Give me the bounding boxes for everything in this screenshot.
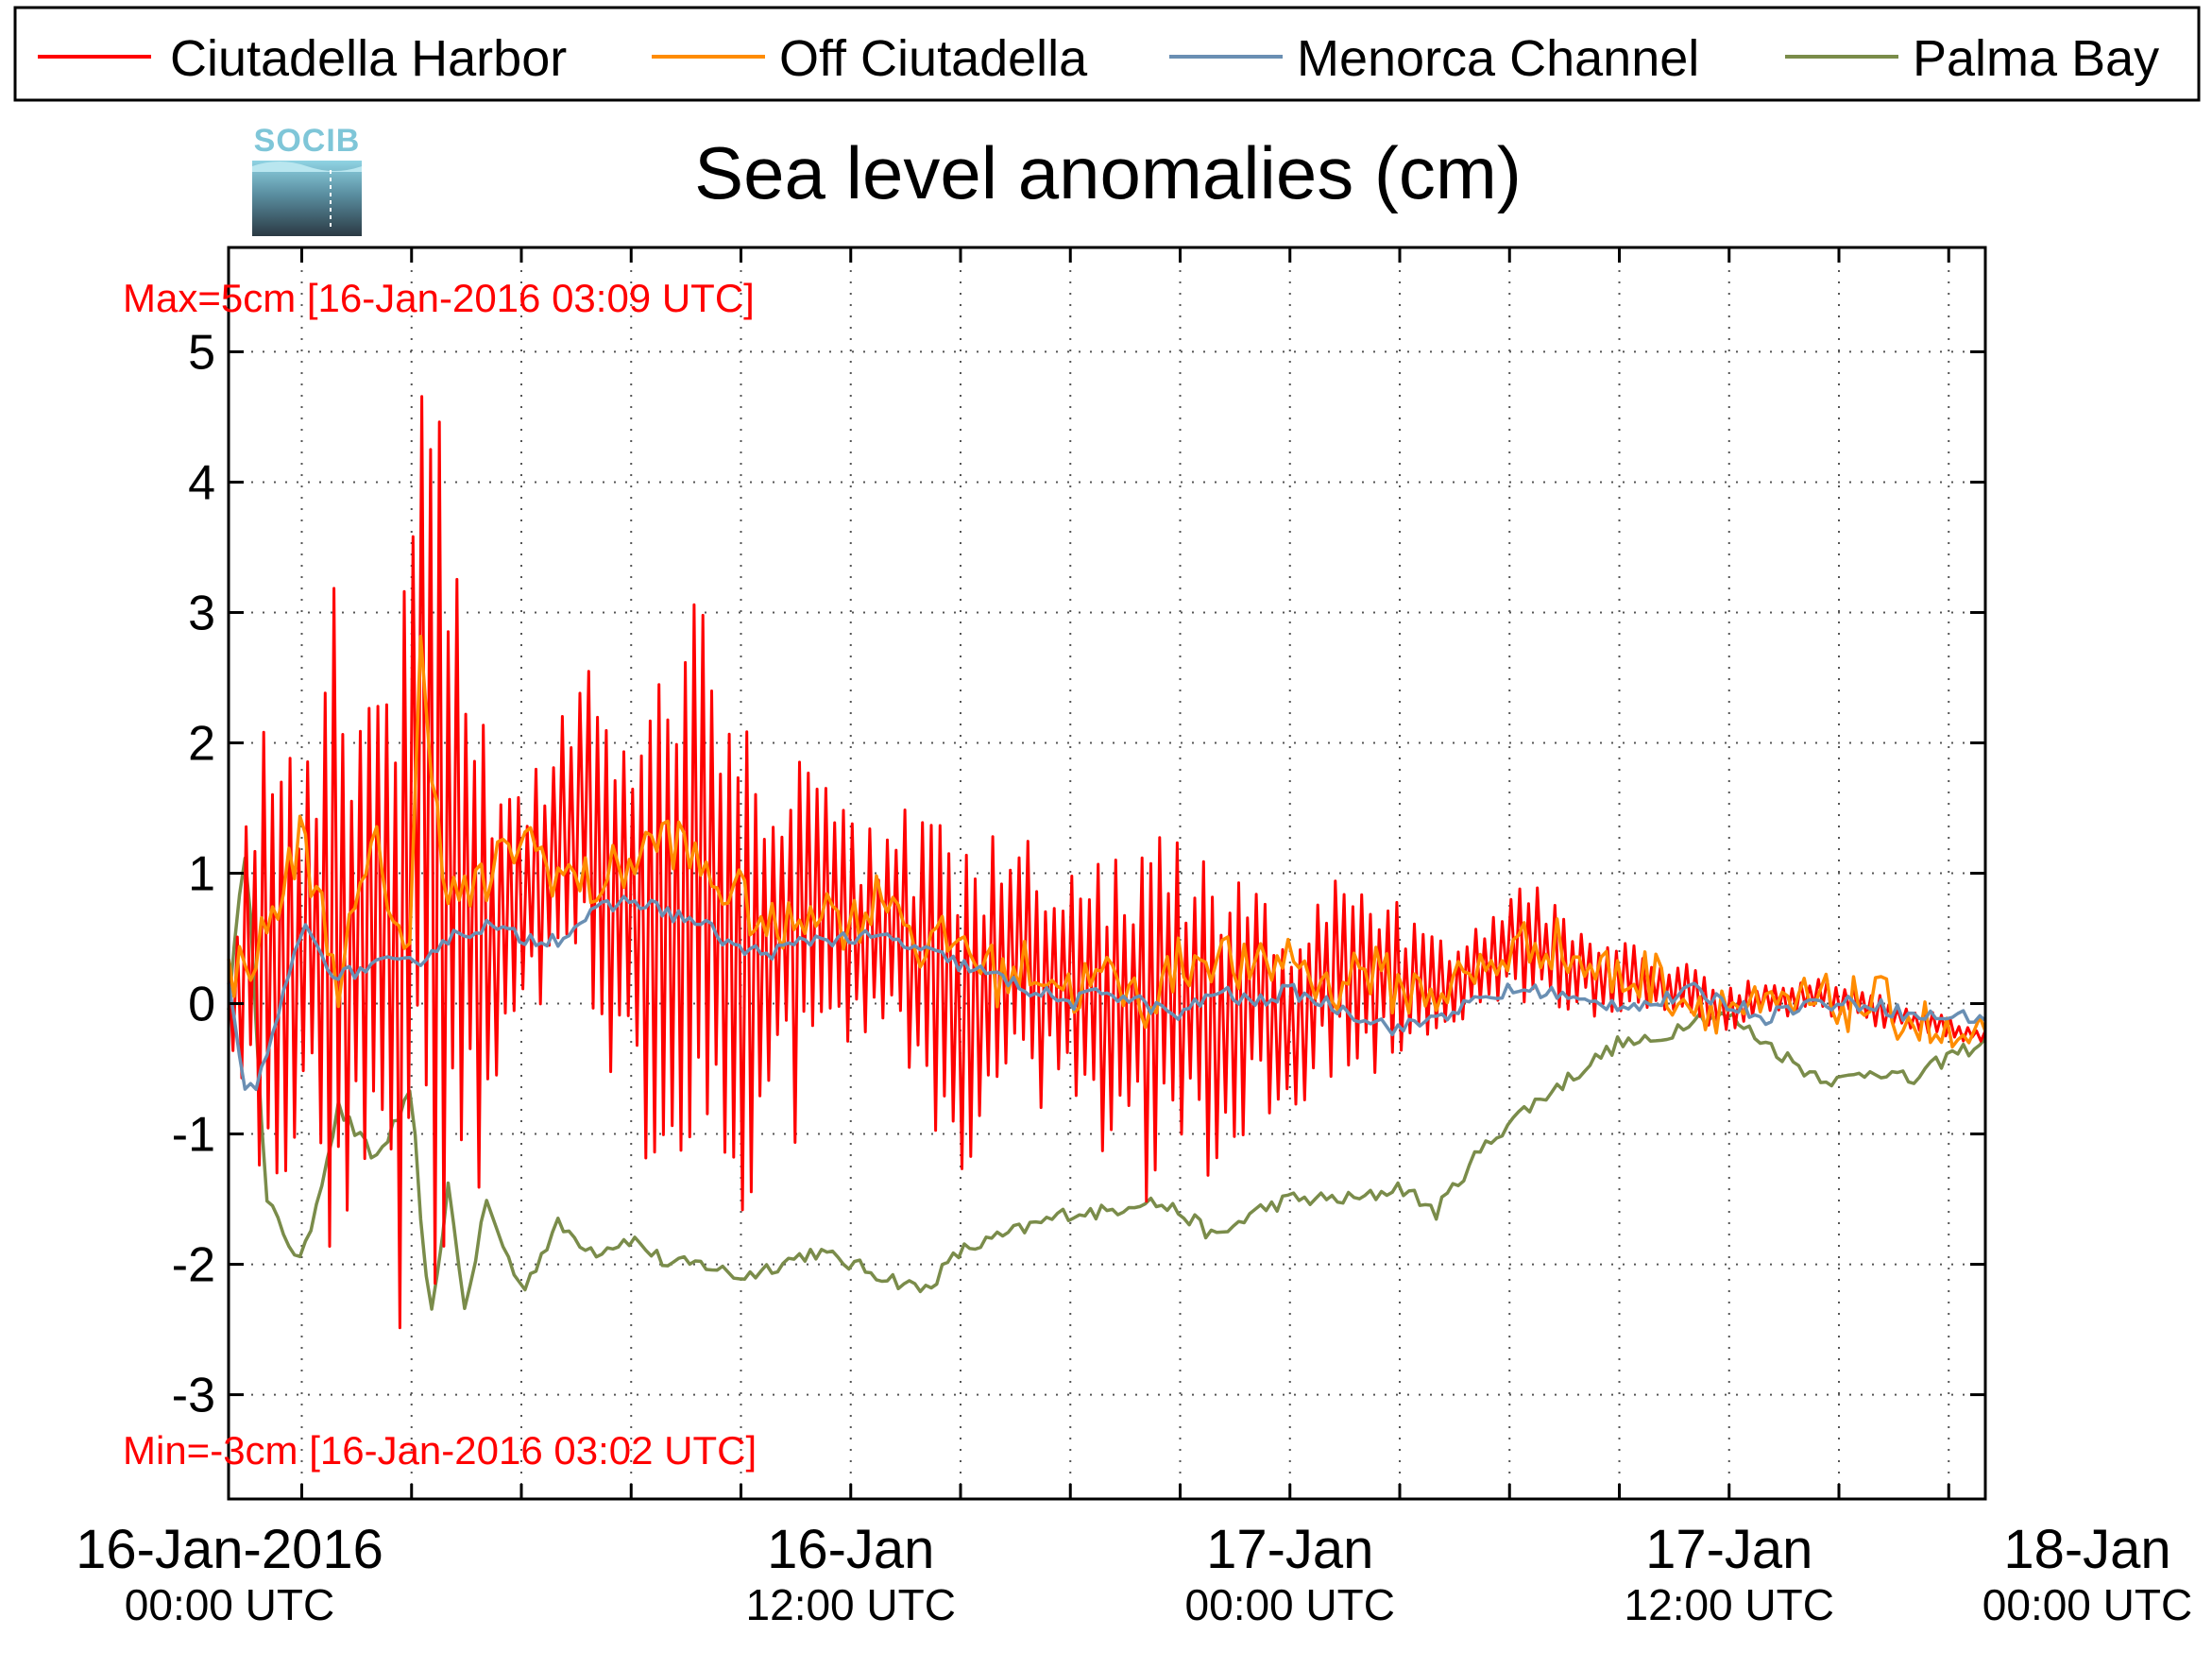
y-tick-label: 0 [188,978,215,1032]
legend-item-off-ciutadella: Off Ciutadella [652,30,1088,87]
series-line-menorca-channel [227,894,1987,1092]
legend-item-ciutadella-harbor: Ciutadella Harbor [38,30,567,87]
legend-label: Palma Bay [1913,30,2159,87]
x-tick-date-label: 16-Jan [767,1519,934,1580]
series-line-ciutadella-harbor [227,395,1987,1330]
legend-label: Menorca Channel [1297,30,1699,87]
series-layer [227,395,1987,1330]
min-annotation: Min=-3cm [16-Jan-2016 03:02 UTC] [123,1428,757,1473]
x-tick-date-label: 16-Jan-2016 [76,1519,383,1580]
x-tick-time-label: 00:00 UTC [1982,1580,2192,1629]
legend-label: Off Ciutadella [779,30,1088,87]
logo-text: SOCIB [254,123,361,159]
series-line-off-ciutadella [227,635,1987,1049]
y-tick-label: 3 [188,586,215,640]
x-tick-date-label: 18-Jan [2003,1519,2170,1580]
x-tick-time-label: 00:00 UTC [1185,1580,1395,1629]
y-axis: 5 4 3 2 1 0 -1 -2 -3 [172,325,1985,1423]
legend-item-palma-bay: Palma Bay [1785,30,2159,87]
legend-item-menorca-channel: Menorca Channel [1169,30,1699,87]
chart-title: Sea level anomalies (cm) [694,131,1522,214]
x-tick-time-label: 00:00 UTC [125,1580,334,1629]
y-tick-label: -1 [172,1108,215,1163]
legend-label: Ciutadella Harbor [170,30,567,87]
x-tick-date-label: 17-Jan [1206,1519,1373,1580]
legend: Ciutadella Harbor Off Ciutadella Menorca… [13,6,2201,102]
y-tick-label: -2 [172,1238,215,1293]
series-line-palma-bay [227,856,1987,1311]
socib-logo: SOCIB [252,123,362,236]
x-tick-time-label: 12:00 UTC [1625,1580,1834,1629]
x-tick-date-label: 17-Jan [1645,1519,1812,1580]
y-tick-label: 5 [188,325,215,380]
y-tick-label: 1 [188,847,215,902]
y-tick-label: 4 [188,455,215,510]
y-tick-label: 2 [188,716,215,771]
legend-box [13,6,2201,102]
y-tick-label: -3 [172,1369,215,1423]
max-annotation: Max=5cm [16-Jan-2016 03:09 UTC] [123,276,755,320]
x-tick-time-label: 12:00 UTC [746,1580,956,1629]
